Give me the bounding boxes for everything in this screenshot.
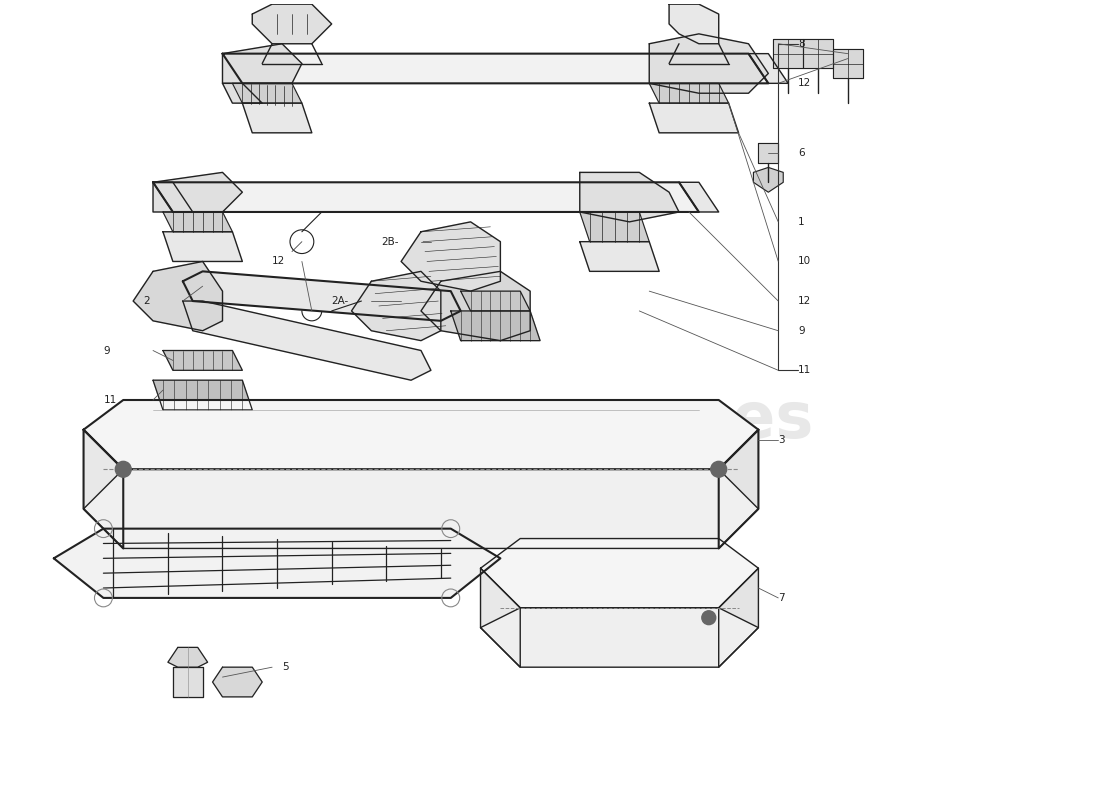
Polygon shape [242, 103, 311, 133]
Polygon shape [84, 470, 758, 549]
Polygon shape [183, 271, 461, 321]
Polygon shape [402, 222, 500, 291]
Polygon shape [153, 182, 698, 212]
Polygon shape [748, 54, 789, 83]
Polygon shape [669, 4, 718, 44]
Polygon shape [481, 538, 758, 608]
Polygon shape [481, 608, 758, 667]
Polygon shape [212, 667, 262, 697]
Polygon shape [773, 39, 803, 69]
Polygon shape [803, 39, 833, 69]
Polygon shape [758, 142, 779, 162]
Text: 1: 1 [799, 217, 805, 227]
Circle shape [702, 610, 716, 625]
Polygon shape [222, 83, 262, 103]
Polygon shape [173, 667, 202, 697]
Text: eurospes: eurospes [485, 389, 814, 450]
Text: 10: 10 [799, 257, 811, 266]
Polygon shape [481, 568, 520, 667]
Text: 8: 8 [799, 38, 805, 49]
Polygon shape [183, 301, 431, 380]
Polygon shape [222, 44, 301, 83]
Polygon shape [84, 430, 123, 549]
Polygon shape [222, 54, 768, 83]
Polygon shape [754, 167, 783, 192]
Polygon shape [451, 311, 540, 341]
Text: 7: 7 [779, 593, 785, 603]
Polygon shape [580, 212, 649, 242]
Text: 9: 9 [103, 346, 110, 355]
Polygon shape [461, 291, 530, 311]
Polygon shape [352, 271, 441, 341]
Text: 2B-: 2B- [382, 237, 399, 246]
Text: a number 1 for parts since 1985: a number 1 for parts since 1985 [507, 512, 732, 526]
Circle shape [711, 462, 727, 477]
Polygon shape [153, 172, 242, 212]
Text: 9: 9 [799, 326, 805, 336]
Text: 11: 11 [103, 395, 117, 405]
Polygon shape [133, 262, 222, 330]
Circle shape [116, 462, 131, 477]
Polygon shape [153, 182, 192, 212]
Polygon shape [163, 232, 242, 262]
Polygon shape [679, 182, 718, 212]
Polygon shape [718, 430, 758, 549]
Text: 2A-: 2A- [332, 296, 349, 306]
Text: 12: 12 [799, 296, 812, 306]
Polygon shape [163, 350, 242, 370]
Polygon shape [580, 172, 679, 222]
Polygon shape [252, 4, 332, 44]
Polygon shape [153, 380, 252, 410]
Polygon shape [649, 83, 728, 103]
Polygon shape [421, 271, 530, 341]
Polygon shape [168, 647, 208, 667]
Text: 3: 3 [779, 434, 785, 445]
Polygon shape [833, 49, 862, 78]
Text: 6: 6 [799, 148, 805, 158]
Text: 5: 5 [282, 662, 288, 672]
Text: 2: 2 [143, 296, 150, 306]
Polygon shape [84, 400, 758, 470]
Polygon shape [163, 212, 232, 232]
Text: 12: 12 [799, 78, 812, 88]
Polygon shape [649, 34, 768, 94]
Polygon shape [718, 568, 758, 667]
Polygon shape [54, 529, 500, 598]
Text: 12: 12 [272, 257, 285, 266]
Polygon shape [232, 83, 301, 103]
Polygon shape [580, 242, 659, 271]
Polygon shape [649, 103, 738, 133]
Text: 11: 11 [799, 366, 812, 375]
